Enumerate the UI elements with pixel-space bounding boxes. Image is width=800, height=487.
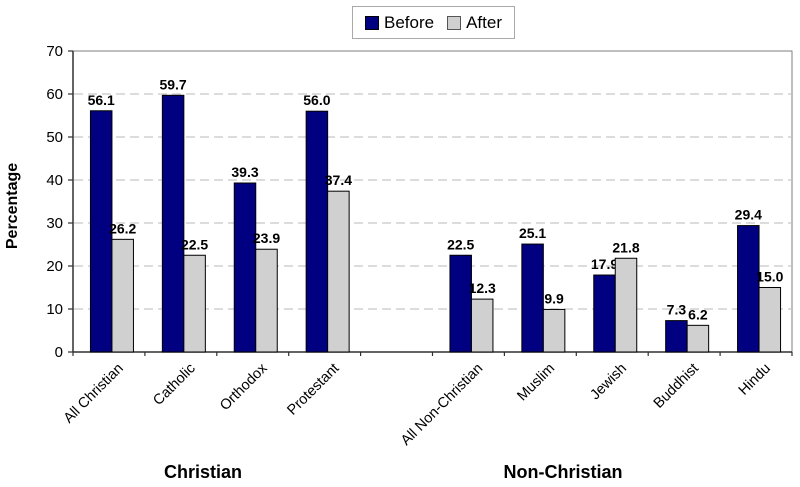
y-tick-label-40: 40 [46,172,63,189]
y-axis-title: Percentage [4,163,21,249]
y-tick-label-70: 70 [46,43,63,60]
value-label-before-catholic: 59.7 [159,76,186,92]
value-label-after-muslim: 9.9 [544,290,564,306]
value-label-after-all-non-christian: 12.3 [469,280,496,296]
bar-after-jewish [614,257,638,353]
bar-after-protestant [327,190,350,353]
bar-before-hindu [737,225,760,353]
bar-after-hindu [758,287,782,353]
value-label-before-all-non-christian: 22.5 [447,236,474,252]
group-label-non-christian: Non-Christian [504,462,623,482]
bar-before-jewish [593,274,616,353]
legend-item-before: Before [365,13,434,33]
bar-before-protestant [305,110,329,353]
value-label-before-hindu: 29.4 [735,207,762,223]
legend-label-after: After [466,12,502,32]
bar-after-orthodox [255,248,278,353]
value-label-before-jewish: 17.9 [591,256,618,272]
y-tick-label-10: 10 [46,301,63,318]
value-label-after-catholic: 22.5 [181,236,208,252]
x-axis-label-all-non-christian: All Non-Christian [398,361,486,449]
x-axis-label-muslim: Muslim [514,361,558,405]
y-tick-label-30: 30 [46,215,63,232]
x-axis-label-protestant: Protestant [284,361,342,419]
value-label-before-protestant: 56.0 [303,92,330,108]
bar-after-buddhist [686,324,710,353]
value-label-after-jewish: 21.8 [612,239,639,255]
value-label-after-orthodox: 23.9 [253,230,280,246]
value-label-before-muslim: 25.1 [519,225,546,241]
bar-after-all-christian [111,238,134,353]
value-label-before-orthodox: 39.3 [231,164,258,180]
bar-before-muslim [521,243,544,353]
bar-before-orthodox [233,182,257,353]
value-label-after-all-christian: 26.2 [109,220,136,236]
x-axis-label-catholic: Catholic [150,361,198,409]
x-axis-label-jewish: Jewish [587,361,630,404]
value-label-before-all-christian: 56.1 [88,92,115,108]
bar-before-all-christian [89,110,113,353]
x-axis-label-orthodox: Orthodox [217,360,271,414]
bar-after-muslim [542,308,566,353]
value-label-before-buddhist: 7.3 [667,302,687,318]
y-tick-label-20: 20 [46,258,63,275]
x-axis-label-all-christian: All Christian [61,361,127,427]
bar-after-catholic [183,254,206,353]
legend-label-before: Before [384,12,435,32]
bar-before-buddhist [665,320,688,353]
bar-before-all-non-christian [449,254,472,353]
y-tick-label-60: 60 [46,86,63,103]
bar-after-all-non-christian [470,298,494,353]
value-label-after-hindu: 15.0 [756,269,783,285]
y-tick-label-0: 0 [55,344,63,361]
value-label-after-protestant: 37.4 [325,172,352,188]
chart-legend: Before After [352,6,515,39]
x-axis-label-hindu: Hindu [736,361,774,399]
legend-item-after: After [447,13,502,33]
x-axis-label-buddhist: Buddhist [651,361,702,412]
legend-swatch-after-icon [447,15,462,30]
bar-before-catholic [161,94,185,353]
value-label-after-buddhist: 6.2 [688,306,708,322]
legend-swatch-before-icon [365,15,379,30]
y-tick-label-50: 50 [46,129,63,146]
group-label-christian: Christian [164,462,242,482]
